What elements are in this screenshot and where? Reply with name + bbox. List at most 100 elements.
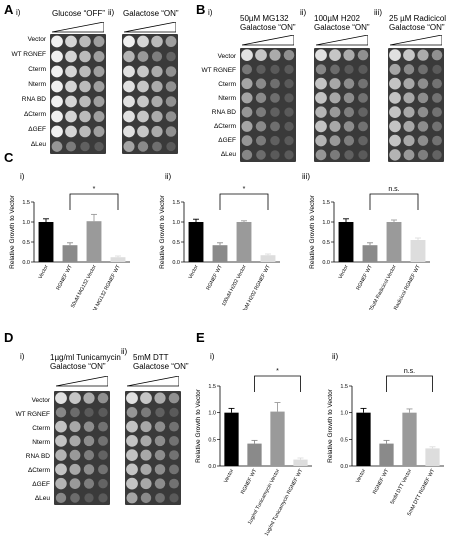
yeast-spot	[403, 64, 415, 75]
yeast-spot	[165, 81, 177, 92]
bar-chart-c-ii: 0.0 0.5 1.0 1.5 Relative Growth to Vector Vec…	[159, 186, 280, 310]
panel-b-caption-ii-1: 100µM H202	[314, 14, 360, 23]
yeast-spot	[126, 463, 138, 476]
yeast-spot	[79, 80, 91, 93]
yeast-spot	[55, 407, 67, 418]
yeast-spot	[358, 64, 368, 75]
yeast-spot	[165, 111, 177, 122]
yeast-spot	[358, 92, 368, 103]
yeast-spot	[98, 493, 108, 503]
significance-bracket	[254, 375, 301, 392]
y-tick-label: 1.5	[340, 384, 348, 390]
yeast-spot	[94, 141, 104, 152]
yeast-spot	[270, 78, 280, 89]
yeast-spot	[98, 478, 108, 489]
yeast-spot	[403, 120, 415, 132]
yeast-spot	[93, 126, 105, 137]
panel-a-sub-i: i)	[16, 8, 21, 17]
y-tick-label: 1.0	[322, 220, 330, 226]
panel-d-caption-i-2: Galactose “ON”	[50, 362, 106, 371]
yeast-spot	[329, 120, 341, 132]
panel-d-sub-ii: ii)	[121, 347, 128, 356]
yeast-spot	[137, 35, 149, 48]
yeast-spot	[432, 121, 442, 132]
category-label: Vector	[338, 264, 350, 280]
error-bar	[265, 253, 271, 256]
strain-label: ΔLeu	[220, 151, 236, 158]
yeast-spot	[165, 126, 177, 137]
spot-plate	[50, 34, 106, 154]
bar	[270, 411, 285, 466]
yeast-spot	[283, 49, 295, 61]
yeast-spot	[51, 141, 63, 152]
error-bar	[367, 242, 373, 246]
strain-label: WT RGNEF	[201, 67, 236, 74]
panel-b-caption-i-2: Galactose “ON”	[240, 23, 296, 32]
yeast-spot	[389, 149, 401, 161]
yeast-spot	[51, 35, 63, 48]
bar	[260, 255, 276, 262]
yeast-spot	[65, 141, 77, 152]
strain-label: Cterm	[32, 425, 50, 432]
yeast-spot	[284, 64, 294, 75]
y-tick-label: 1.0	[22, 220, 30, 226]
panel-c-sub-iii: iii)	[302, 172, 310, 181]
yeast-spot	[417, 149, 429, 160]
yeast-spot	[403, 106, 415, 118]
bar	[425, 448, 440, 466]
bar	[338, 222, 354, 262]
panel-label-c: C	[4, 150, 14, 165]
yeast-spot	[98, 450, 108, 460]
bar	[224, 412, 239, 466]
yeast-spot	[123, 35, 135, 48]
yeast-spot	[241, 149, 253, 161]
panel-a-caption-i: Glucose “OFF”	[52, 9, 105, 18]
yeast-spot	[389, 77, 401, 90]
category-label: Vector	[223, 468, 235, 484]
yeast-spot	[70, 493, 80, 503]
yeast-spot	[137, 51, 149, 62]
strain-label: Nterm	[32, 439, 50, 446]
yeast-spot	[403, 49, 415, 62]
category-label: RGNEF WT	[55, 263, 74, 291]
yeast-spot	[51, 110, 63, 123]
yeast-spot	[80, 141, 90, 152]
yeast-spot	[98, 407, 108, 418]
dilution-wedge	[124, 22, 176, 33]
significance-bracket	[219, 193, 269, 210]
category-label: RGNEF WT	[240, 467, 259, 495]
yeast-spot	[123, 65, 135, 78]
yeast-spot	[169, 478, 179, 489]
yeast-spot	[55, 449, 67, 461]
y-tick-label: 0.0	[340, 464, 348, 470]
yeast-spot	[123, 95, 135, 108]
yeast-spot	[329, 135, 341, 147]
yeast-spot	[93, 96, 105, 107]
yeast-spot	[93, 81, 105, 92]
error-bar	[43, 218, 49, 222]
error-bar	[241, 220, 247, 222]
yeast-spot	[123, 110, 135, 123]
significance-label: n.s.	[404, 368, 415, 375]
yeast-spot	[344, 150, 354, 160]
yeast-spot	[98, 464, 108, 475]
yeast-spot	[69, 478, 81, 490]
panel-b-sub-ii: ii)	[300, 8, 307, 17]
yeast-spot	[343, 121, 355, 132]
yeast-spot	[270, 150, 280, 160]
yeast-spot	[65, 35, 77, 48]
yeast-spot	[79, 110, 91, 123]
yeast-spot	[65, 80, 77, 93]
strain-label: ΔLeu	[34, 495, 50, 502]
category-label: Vector	[38, 264, 50, 280]
yeast-spot	[270, 107, 280, 117]
yeast-spot	[126, 492, 138, 504]
dilution-wedge	[127, 376, 179, 387]
yeast-spot	[123, 140, 135, 153]
yeast-spot	[166, 141, 176, 152]
yeast-spot	[55, 392, 67, 405]
yeast-spot	[151, 80, 163, 93]
yeast-spot	[69, 449, 81, 461]
yeast-spot	[83, 450, 95, 461]
yeast-spot	[315, 91, 327, 104]
